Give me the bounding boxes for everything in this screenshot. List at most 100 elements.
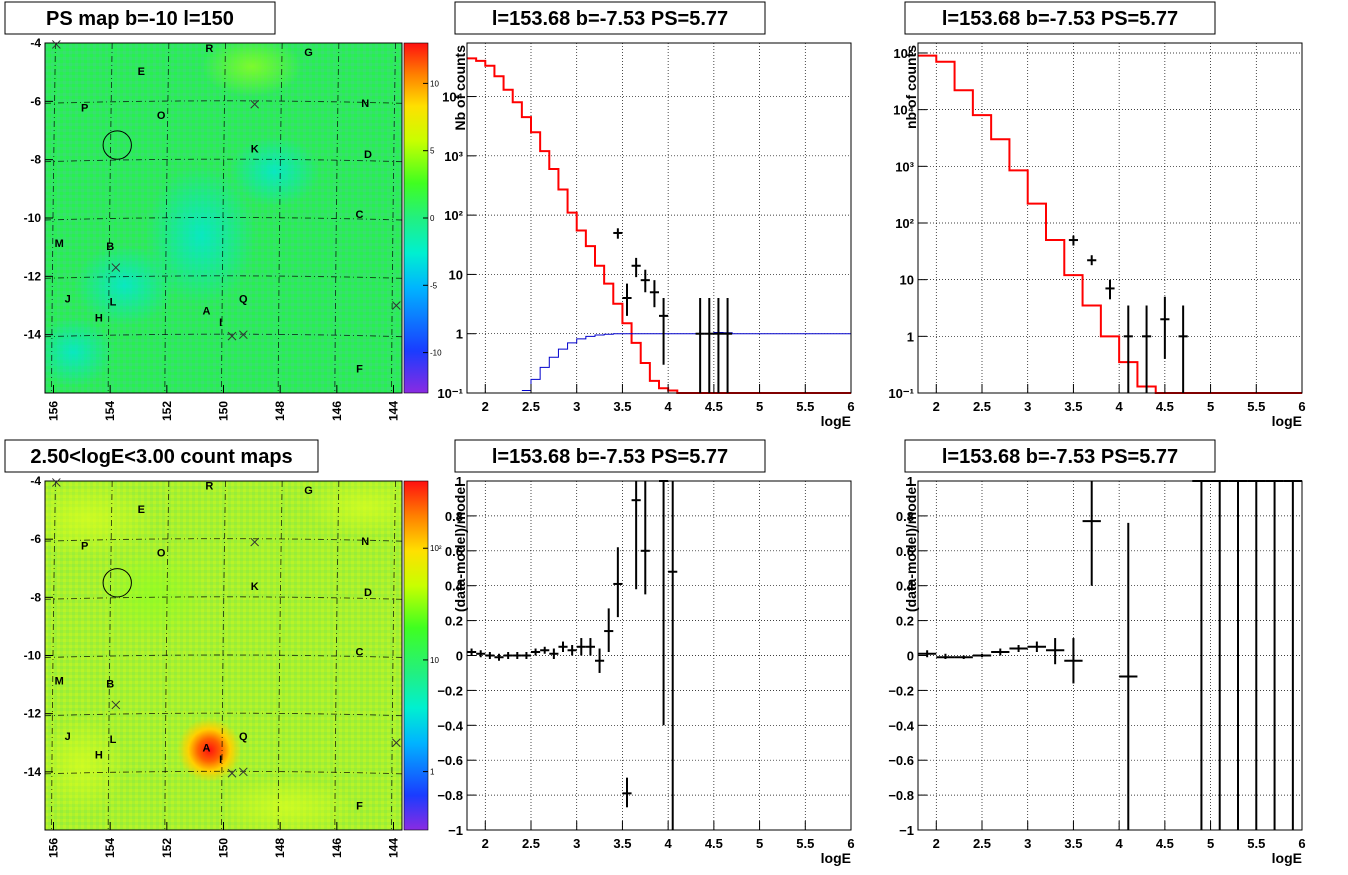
x-tick-label: 5.5 (796, 836, 814, 851)
x-tick-label: 148 (273, 401, 287, 421)
map-grid-meridian (51, 480, 56, 831)
map-grid-parallel (44, 275, 403, 279)
data-point (494, 653, 504, 661)
chart-title-box: l=153.68 b=-7.53 PS=5.77 (454, 1, 766, 35)
x-tick-label: 6 (847, 399, 854, 414)
source-label: C (356, 647, 364, 659)
data-point (631, 481, 641, 590)
map-grid-meridian (221, 42, 226, 394)
data-point (558, 641, 568, 653)
source-label: F (356, 801, 363, 813)
plot-content (467, 480, 678, 830)
source-label: J (65, 731, 71, 743)
map-diffuse-region (45, 481, 158, 559)
y-tick-label: 0 (456, 649, 463, 664)
map-grid-meridian (221, 480, 226, 831)
data-point (936, 653, 955, 659)
x-tick-label: 2 (933, 836, 940, 851)
x-tick-label: 154 (103, 401, 117, 421)
data-point (1178, 305, 1188, 393)
data-point (991, 648, 1010, 656)
data-point (567, 645, 577, 656)
x-tick-label: 2.5 (973, 836, 991, 851)
map-diffuse-region (215, 776, 356, 830)
x-tick-label: 4 (665, 836, 673, 851)
y-tick-label: 1 (907, 474, 914, 489)
x-tick-label: 3.5 (613, 836, 631, 851)
source-label: H (95, 750, 103, 762)
x-tick-label: 3.5 (1064, 399, 1082, 414)
y-tick-label: 0.8 (445, 509, 463, 524)
chart-title: l=153.68 b=-7.53 PS=5.77 (492, 8, 728, 30)
x-tick-label: 2 (933, 399, 940, 414)
chart-title-box: l=153.68 b=-7.53 PS=5.77 (904, 1, 1216, 35)
x-tick-label: 4 (1116, 836, 1124, 851)
y-tick-label: 10 (449, 267, 463, 282)
plot-panel: 2 2.5 3 3.5 4 4.5 5 5.5 6 −1 −0.8 −0.6 −0.4 −0.2 0 0.2 0… (888, 474, 1305, 866)
source-label: R (205, 43, 213, 55)
data-point (649, 280, 659, 308)
source-label: P (81, 103, 88, 115)
x-axis-label: logE (1272, 850, 1302, 866)
map-grid-parallel (44, 333, 403, 338)
y-tick-label: −0.6 (888, 753, 914, 768)
data-point (503, 652, 513, 659)
data-point (954, 655, 973, 659)
data-point (531, 648, 541, 656)
map-grid-meridian (391, 42, 396, 394)
source-label: G (304, 47, 313, 59)
source-cross-marker (238, 767, 248, 777)
source-cross-marker (391, 301, 401, 310)
x-axis-label: logE (821, 850, 851, 866)
x-tick-label: 156 (47, 838, 61, 858)
y-axis-label: (data-model)/model (452, 483, 468, 612)
source-label: N (361, 536, 369, 548)
source-circle-marker (102, 130, 132, 160)
x-tick-label: 2 (482, 836, 489, 851)
x-tick-label: 3.5 (613, 399, 631, 414)
data-point (640, 269, 650, 293)
source-label: B (106, 241, 114, 253)
source-cross-marker (227, 768, 237, 778)
data-point (659, 298, 669, 365)
source-label: L (110, 297, 117, 309)
source-label: F (356, 364, 363, 376)
plot-content (918, 480, 1302, 830)
x-tick-label: 5.5 (1247, 836, 1265, 851)
map-diffuse-region (305, 481, 402, 538)
map-grid-meridian (164, 42, 170, 394)
x-tick-label: 5 (1207, 399, 1214, 414)
y-axis-label: (data-model)/model (903, 483, 919, 612)
y-tick-label: 10⁵ (893, 46, 914, 61)
data-point (1064, 638, 1083, 684)
source-label: I (219, 754, 222, 766)
source-label: H (95, 313, 103, 325)
y-tick-label: 0.2 (896, 614, 914, 629)
x-tick-label: 5 (756, 399, 763, 414)
colorbar-tick-label: 0 (430, 214, 435, 223)
data-point (485, 652, 495, 659)
x-tick-label: 6 (1298, 836, 1305, 851)
data-point (549, 648, 559, 659)
y-tick-label: −0.8 (437, 788, 463, 803)
source-label: C (356, 209, 364, 221)
data-point (713, 298, 723, 393)
map-diffuse-region (229, 136, 320, 207)
source-cross-marker (51, 478, 61, 487)
y-tick-label: 10⁻¹ (888, 386, 914, 401)
x-tick-label: 146 (330, 838, 344, 858)
map-grid-meridian (334, 42, 340, 394)
source-label: O (157, 548, 166, 560)
map-bright-source (177, 718, 242, 783)
x-tick-label: 156 (47, 401, 61, 421)
map-grid-meridian (277, 42, 283, 394)
source-label: L (110, 734, 117, 746)
data-point (631, 257, 641, 278)
colorbar-tick-label: 5 (430, 147, 435, 156)
y-tick-label: −0.8 (888, 788, 914, 803)
data-point (613, 547, 623, 618)
source-label: D (364, 149, 372, 161)
x-tick-label: 150 (217, 838, 231, 858)
x-tick-label: 152 (160, 838, 174, 858)
